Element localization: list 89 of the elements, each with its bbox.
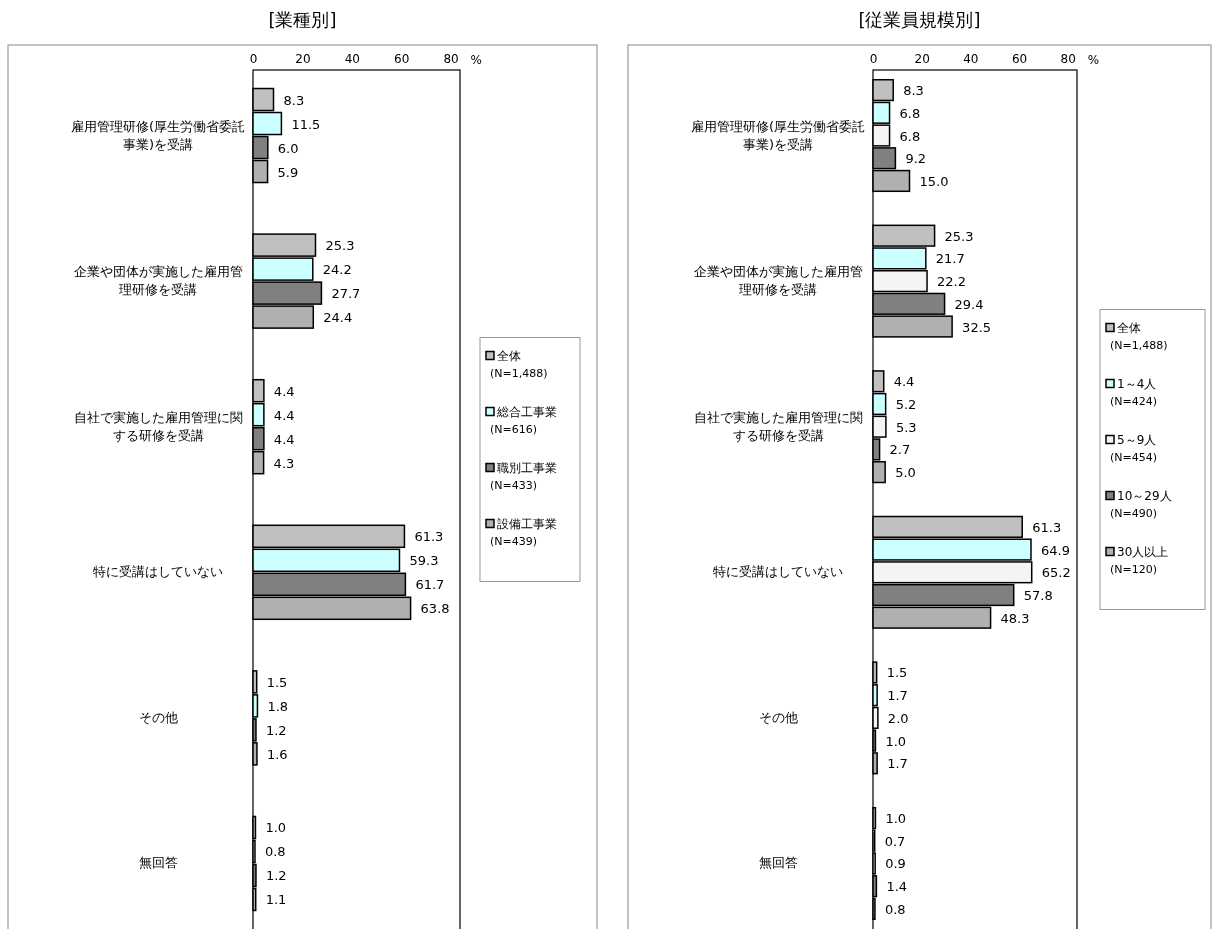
- legend-label: 全体 (N=1,488): [490, 348, 548, 380]
- legend-label: 総合工事業 (N=616): [490, 404, 557, 436]
- data-label: 5.3: [895, 419, 917, 435]
- data-label: 27.7: [331, 286, 361, 302]
- data-label: 0.8: [884, 901, 906, 917]
- x-tick-label: 40: [344, 52, 360, 66]
- data-label: 0.7: [884, 833, 906, 849]
- y-tick-label: 企業や団体が実施した雇用管理研修を受講: [73, 264, 243, 298]
- x-tick-label: 60: [1011, 52, 1028, 66]
- data-label: 8.3: [283, 92, 305, 108]
- data-label: 6.8: [899, 128, 921, 144]
- y-tick-label: 特に受講はしていない: [713, 564, 843, 580]
- data-label: 1.4: [886, 879, 908, 895]
- data-label: 64.9: [1040, 542, 1070, 558]
- y-tick-label: 無回答: [758, 855, 798, 871]
- data-label: 8.3: [903, 83, 924, 99]
- data-label: 1.7: [887, 756, 908, 772]
- data-label: 1.2: [265, 722, 287, 738]
- x-tick-label: 80: [1060, 52, 1076, 66]
- chart-title: [従業員規模別]: [858, 9, 981, 30]
- legend-label: 設備工事業 (N=439): [490, 516, 557, 548]
- data-label: 57.8: [1023, 588, 1053, 604]
- x-tick-label: 20: [295, 52, 311, 66]
- data-label: 32.5: [962, 319, 992, 335]
- data-label: 59.3: [409, 553, 439, 569]
- x-tick-label: 0: [249, 52, 258, 66]
- data-label: 24.4: [323, 310, 353, 326]
- data-label: 25.3: [325, 238, 355, 254]
- data-label: 1.0: [885, 811, 907, 827]
- data-label: 4.4: [273, 383, 295, 399]
- data-label: 0.9: [885, 856, 906, 872]
- data-label: 4.3: [273, 455, 295, 471]
- data-label: 48.3: [1000, 610, 1030, 626]
- data-label: 0.8: [264, 844, 286, 860]
- x-tick-label: 0: [869, 52, 878, 66]
- data-label: 61.3: [1032, 519, 1062, 535]
- data-label: 4.4: [273, 407, 295, 423]
- data-label: 9.2: [905, 151, 927, 167]
- data-label: 2.7: [889, 442, 911, 458]
- legend-label: 5～9人 (N=454): [1110, 432, 1158, 464]
- y-tick-label: 企業や団体が実施した雇用管理研修を受講: [693, 264, 863, 298]
- legend-label: 全体 (N=1,488): [1110, 320, 1168, 352]
- legend-label: 職別工事業 (N=433): [490, 460, 557, 492]
- data-label: 5.2: [895, 396, 917, 412]
- y-tick-label: 雇用管理研修(厚生労働省委託事業)を受講: [690, 118, 866, 152]
- y-tick-label: 雇用管理研修(厚生労働省委託事業)を受講: [70, 118, 246, 152]
- data-label: 29.4: [954, 296, 984, 312]
- y-tick-label: 特に受講はしていない: [93, 564, 223, 580]
- x-tick-label: 20: [914, 52, 930, 66]
- y-tick-label: 自社で実施した雇用管理に関する研修を受講: [693, 409, 863, 443]
- data-label: 5.9: [277, 164, 299, 180]
- data-label: 63.8: [420, 601, 450, 617]
- data-label: 1.7: [887, 688, 908, 704]
- data-label: 1.5: [886, 665, 908, 681]
- data-label: 25.3: [944, 228, 974, 244]
- data-label: 61.7: [415, 577, 445, 593]
- data-label: 1.8: [267, 698, 289, 714]
- y-tick-label: その他: [758, 709, 798, 725]
- data-label: 22.2: [937, 274, 966, 290]
- data-label: 1.6: [266, 746, 288, 762]
- y-tick-label: 自社で実施した雇用管理に関する研修を受講: [73, 409, 243, 443]
- legend-label: 10～29人 (N=490): [1110, 488, 1172, 520]
- data-label: 2.0: [887, 710, 909, 726]
- y-tick-label: 無回答: [138, 855, 178, 871]
- x-tick-label: 40: [963, 52, 979, 66]
- data-label: 24.2: [322, 262, 352, 278]
- legend-label: 30人以上 (N=120): [1110, 544, 1169, 576]
- x-axis-title: %: [1087, 53, 1100, 67]
- data-label: 1.5: [266, 674, 288, 690]
- y-tick-label: その他: [138, 709, 178, 725]
- chart-title: [業種別]: [268, 9, 337, 30]
- data-label: 1.2: [265, 868, 287, 884]
- data-label: 15.0: [919, 173, 949, 189]
- data-label: 6.8: [899, 105, 921, 121]
- data-label: 5.0: [895, 465, 916, 481]
- data-label: 4.4: [893, 374, 915, 390]
- data-label: 4.4: [273, 431, 295, 447]
- data-label: 6.0: [277, 140, 299, 156]
- data-label: 1.0: [265, 820, 287, 836]
- data-label: 1.0: [885, 733, 907, 749]
- legend-label: 1～4人 (N=424): [1110, 376, 1158, 408]
- data-label: 1.1: [265, 892, 287, 908]
- x-tick-label: 60: [394, 52, 410, 66]
- data-label: 65.2: [1041, 565, 1071, 581]
- data-label: 11.5: [291, 116, 321, 132]
- x-tick-label: 80: [443, 52, 459, 66]
- data-label: 21.7: [935, 251, 965, 267]
- x-axis-title: %: [470, 53, 483, 67]
- data-label: 61.3: [414, 529, 444, 545]
